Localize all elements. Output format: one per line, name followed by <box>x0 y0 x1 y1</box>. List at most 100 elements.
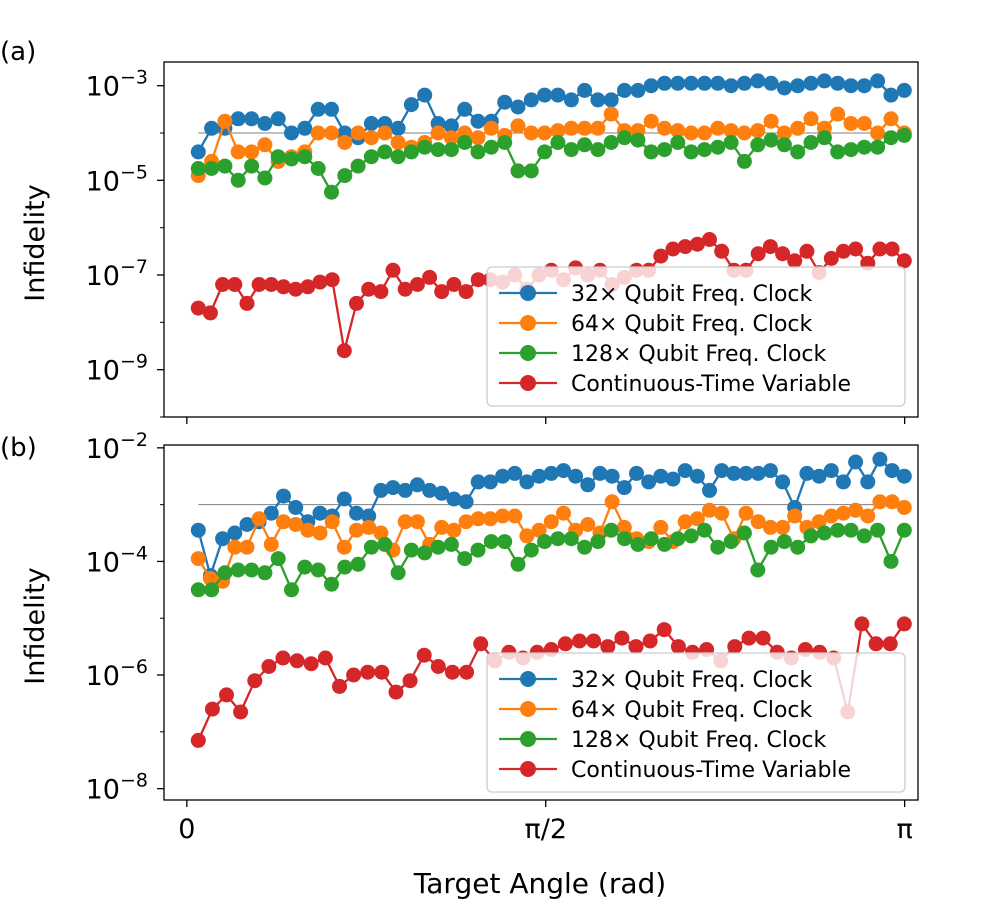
panel-a-point-continuous-time-variable-18 <box>409 277 425 292</box>
panel-a-point-continuous-time-variable-53 <box>835 243 851 259</box>
panel-b-point-128-qubit-freq-clock-39 <box>710 539 726 555</box>
panel-a-point-32-qubit-freq-clock-20 <box>457 101 473 117</box>
panel-a-point-128-qubit-freq-clock-27 <box>550 135 566 150</box>
panel-a-point-continuous-time-variable-23 <box>470 272 486 288</box>
panel-b-point-128-qubit-freq-clock-16 <box>403 542 419 558</box>
panel-b-point-64-qubit-freq-clock-5 <box>251 511 267 527</box>
panel-b-point-128-qubit-freq-clock-35 <box>657 536 672 552</box>
panel-b-y-tick-label-1: 10−4 <box>86 542 148 578</box>
panel-b-point-128-qubit-freq-clock-46 <box>803 528 819 544</box>
panel-a-point-64-qubit-freq-clock-2 <box>217 113 233 129</box>
panel-a-point-32-qubit-freq-clock-21 <box>470 113 486 129</box>
panel-a-point-32-qubit-freq-clock-25 <box>523 92 539 108</box>
panel-b-point-128-qubit-freq-clock-14 <box>377 536 393 552</box>
panel-a-point-128-qubit-freq-clock-28 <box>563 142 579 158</box>
panel-a-point-continuous-time-variable-19 <box>422 269 438 285</box>
panel-a-point-128-qubit-freq-clock-18 <box>430 142 446 158</box>
panel-b-point-128-qubit-freq-clock-19 <box>443 536 459 552</box>
panel-a-point-128-qubit-freq-clock-39 <box>710 139 726 155</box>
panel-a-point-64-qubit-freq-clock-31 <box>603 106 619 122</box>
panel-a-point-128-qubit-freq-clock-14 <box>377 144 393 160</box>
panel-a-y-axis-label: Infidelity <box>20 184 51 301</box>
panel-a-point-continuous-time-variable-2 <box>215 277 231 292</box>
panel-a-point-32-qubit-freq-clock-28 <box>563 92 579 108</box>
panel-b-point-128-qubit-freq-clock-6 <box>270 551 286 567</box>
panel-a-point-64-qubit-freq-clock-25 <box>523 125 539 141</box>
panel-b-point-128-qubit-freq-clock-42 <box>750 562 766 578</box>
panel-a-series-128-qubit-freq-clock <box>190 127 912 200</box>
panel-a-point-continuous-time-variable-17 <box>397 281 413 297</box>
panel-b-point-32-qubit-freq-clock-44 <box>726 465 742 481</box>
panel-a-point-32-qubit-freq-clock-6 <box>270 111 286 127</box>
panel-a-point-64-qubit-freq-clock-12 <box>350 125 366 141</box>
panel-a-point-64-qubit-freq-clock-49 <box>843 116 859 131</box>
panel-b-point-128-qubit-freq-clock-5 <box>257 565 273 581</box>
panel-a-point-continuous-time-variable-52 <box>823 250 839 266</box>
panel-b-point-64-qubit-freq-clock-0 <box>190 551 206 567</box>
panel-a-point-64-qubit-freq-clock-39 <box>710 120 726 136</box>
panel-a-frame <box>163 61 919 418</box>
panel-a-point-128-qubit-freq-clock-47 <box>816 130 832 146</box>
panel-a-point-64-qubit-freq-clock-38 <box>697 125 712 141</box>
panel-b-point-128-qubit-freq-clock-12 <box>350 556 366 572</box>
panel-a-point-32-qubit-freq-clock-23 <box>497 94 513 110</box>
panel-b-point-64-qubit-freq-clock-17 <box>397 514 413 530</box>
panel-b-point-32-qubit-freq-clock-20 <box>434 485 450 501</box>
panel-a-point-128-qubit-freq-clock-34 <box>643 144 659 160</box>
panel-a-point-continuous-time-variable-39 <box>665 241 681 257</box>
panel-a-point-32-qubit-freq-clock-7 <box>284 125 299 141</box>
panel-b-point-32-qubit-freq-clock-10 <box>312 505 328 521</box>
panel-b-point-32-qubit-freq-clock-42 <box>702 482 717 498</box>
panel-a-point-32-qubit-freq-clock-37 <box>683 75 699 91</box>
panel-a-legend-box <box>486 266 906 407</box>
panel-b-point-32-qubit-freq-clock-3 <box>227 525 243 541</box>
panel-b-point-32-qubit-freq-clock-4 <box>239 517 255 532</box>
panel-b-point-32-qubit-freq-clock-7 <box>276 488 291 504</box>
panel-a-point-32-qubit-freq-clock-46 <box>803 75 819 91</box>
panel-a-point-128-qubit-freq-clock-10 <box>324 184 339 200</box>
panel-b-point-128-qubit-freq-clock-41 <box>736 525 752 541</box>
panel-b-point-32-qubit-freq-clock-53 <box>835 474 851 490</box>
panel-a-y-tick-label-0: 10−3 <box>86 67 148 103</box>
panel-a-point-continuous-time-variable-16 <box>385 262 401 278</box>
panel-b-point-128-qubit-freq-clock-24 <box>510 556 526 572</box>
panel-a-point-continuous-time-variable-40 <box>677 239 693 255</box>
panel-a-point-32-qubit-freq-clock-44 <box>776 80 792 96</box>
panel-a-point-128-qubit-freq-clock-12 <box>350 158 366 174</box>
panel-b-point-continuous-time-variable-1 <box>204 701 220 717</box>
panel-b-point-128-qubit-freq-clock-49 <box>843 522 859 538</box>
panel-a-point-continuous-time-variable-58 <box>896 253 912 269</box>
panel-a-point-128-qubit-freq-clock-1 <box>204 161 220 176</box>
panel-b-point-32-qubit-freq-clock-52 <box>823 463 839 479</box>
panel-a-point-64-qubit-freq-clock-5 <box>257 137 273 153</box>
legend-label-128x: 128× Qubit Freq. Clock <box>571 728 827 753</box>
panel-a-point-128-qubit-freq-clock-17 <box>417 139 433 155</box>
panel-a-point-32-qubit-freq-clock-19 <box>443 118 459 134</box>
panel-a-point-128-qubit-freq-clock-9 <box>310 161 326 176</box>
panel-a-point-128-qubit-freq-clock-21 <box>470 144 486 160</box>
panel-b-point-continuous-time-variable-20 <box>473 636 489 652</box>
legend-entry-continuous: Continuous-Time Variable <box>499 758 851 783</box>
panel-b-point-32-qubit-freq-clock-0 <box>190 522 206 538</box>
panel-b-point-128-qubit-freq-clock-0 <box>190 582 206 598</box>
panel-b-point-continuous-time-variable-12 <box>360 664 376 680</box>
panel-a-point-32-qubit-freq-clock-52 <box>883 87 899 103</box>
panel-a-point-32-qubit-freq-clock-29 <box>577 82 593 98</box>
legend-entry-64x: 64× Qubit Freq. Clock <box>499 312 813 337</box>
panel-b-point-64-qubit-freq-clock-32 <box>580 517 596 532</box>
panel-b-point-continuous-time-variable-2 <box>219 687 234 703</box>
panel-a-point-128-qubit-freq-clock-19 <box>443 142 459 158</box>
panel-a-point-128-qubit-freq-clock-36 <box>670 135 686 150</box>
panel-a-point-64-qubit-freq-clock-35 <box>657 120 672 136</box>
panel-b-point-32-qubit-freq-clock-39 <box>665 471 681 487</box>
panel-b-point-64-qubit-freq-clock-7 <box>276 514 291 530</box>
panel-a-point-64-qubit-freq-clock-43 <box>763 113 779 129</box>
panel-a-point-continuous-time-variable-54 <box>848 241 864 257</box>
panel-a-point-128-qubit-freq-clock-11 <box>337 168 353 184</box>
panel-b-point-32-qubit-freq-clock-27 <box>519 474 535 490</box>
panel-b-point-128-qubit-freq-clock-47 <box>816 525 832 541</box>
panel-b-point-32-qubit-freq-clock-24 <box>482 474 498 490</box>
panel-a-point-32-qubit-freq-clock-13 <box>363 116 379 131</box>
panel-b-point-64-qubit-freq-clock-53 <box>835 505 851 521</box>
panel-a-point-64-qubit-freq-clock-28 <box>563 120 579 136</box>
